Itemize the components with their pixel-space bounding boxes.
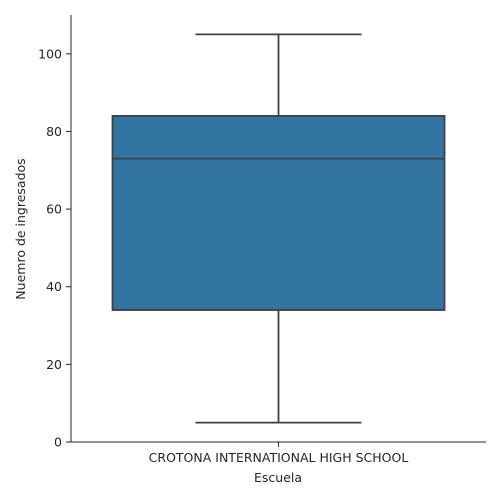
y-tick-label: 80 xyxy=(46,124,62,139)
plot-area xyxy=(111,33,446,424)
x-axis: CROTONA INTERNATIONAL HIGH SCHOOL xyxy=(71,441,486,465)
y-tick-label: 40 xyxy=(46,279,62,294)
y-tick-label: 60 xyxy=(46,202,62,217)
y-tick-label: 20 xyxy=(46,357,62,372)
box-iqr xyxy=(111,115,446,311)
y-axis: 0 20 40 60 80 100 xyxy=(38,15,72,450)
box-group xyxy=(111,33,446,424)
y-tick-label: 0 xyxy=(54,435,62,450)
x-tick-label: CROTONA INTERNATIONAL HIGH SCHOOL xyxy=(149,450,409,465)
y-tick-label: 100 xyxy=(38,46,62,61)
x-axis-label: Escuela xyxy=(254,470,302,485)
y-axis-label: Nuemro de ingresados xyxy=(13,158,28,299)
